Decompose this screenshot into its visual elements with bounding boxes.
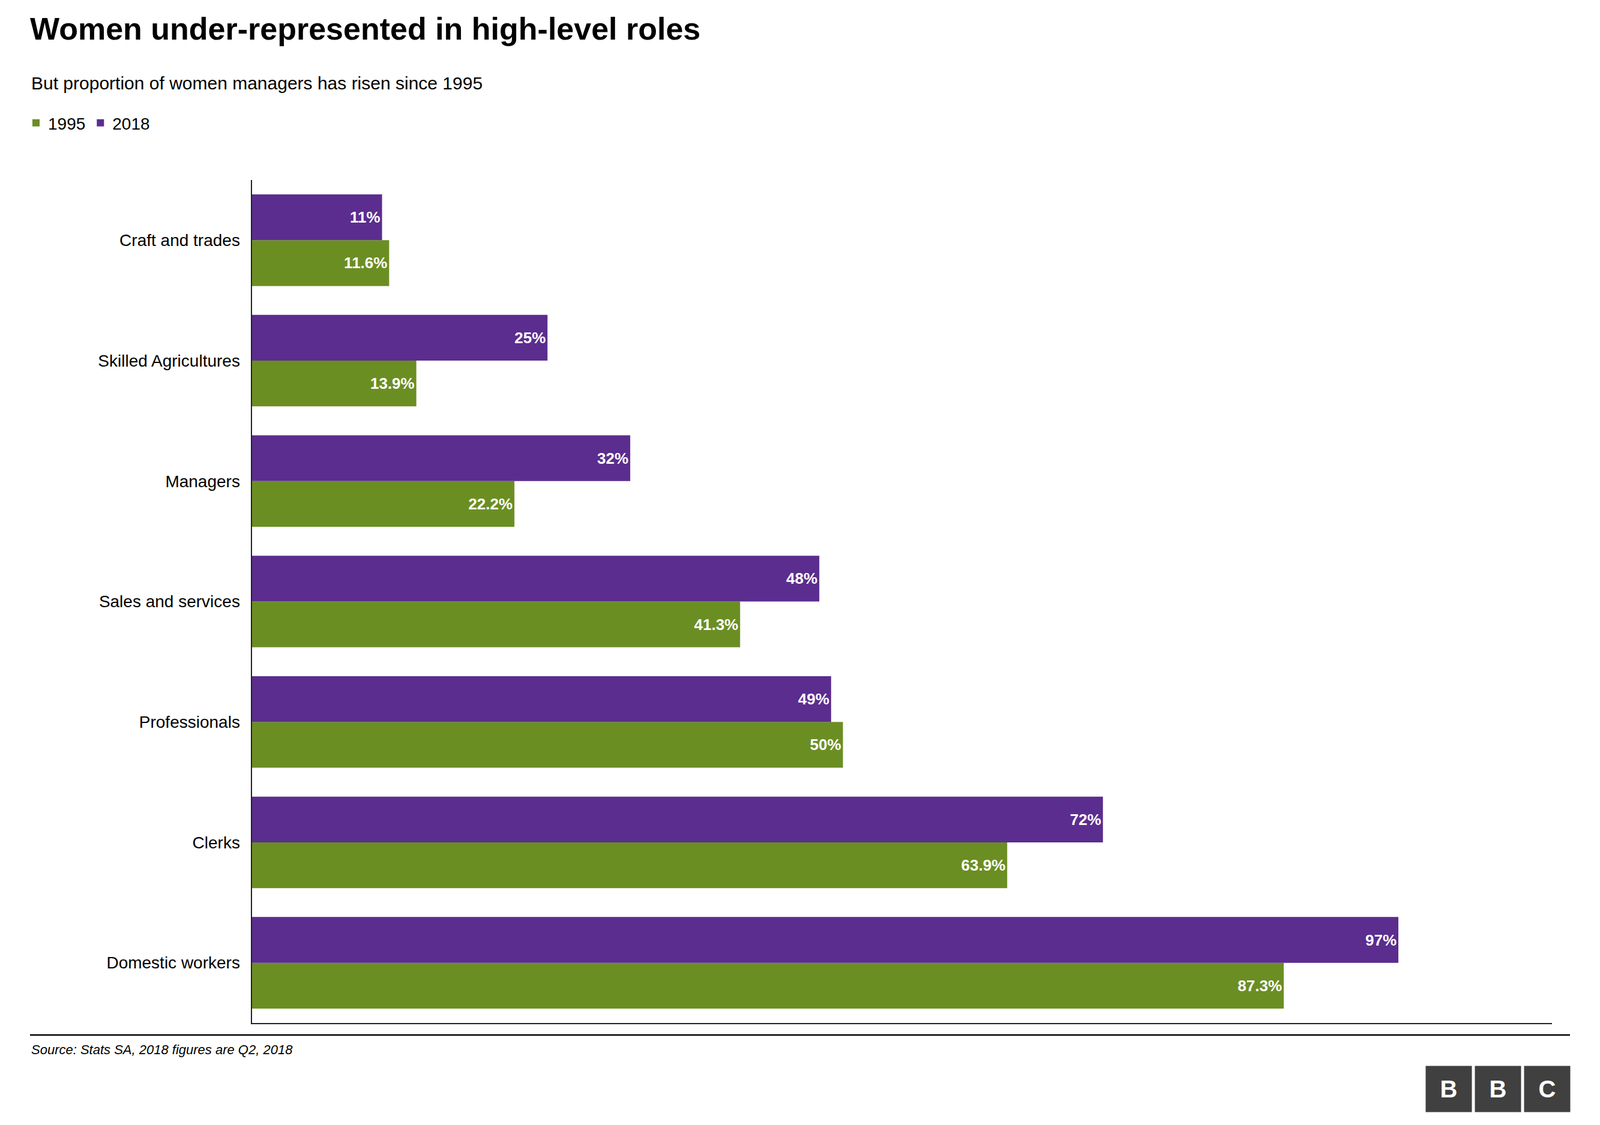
svg-text:11.6%: 11.6% — [343, 253, 388, 272]
svg-text:Sales and services: Sales and services — [99, 592, 241, 611]
svg-text:Craft and trades: Craft and trades — [119, 231, 241, 250]
svg-text:B: B — [1489, 1076, 1507, 1103]
svg-text:72%: 72% — [1070, 810, 1102, 829]
svg-text:B: B — [1440, 1076, 1458, 1103]
svg-text:87.3%: 87.3% — [1237, 977, 1282, 996]
svg-text:Skilled Agricultures: Skilled Agricultures — [97, 351, 241, 371]
svg-text:2018: 2018 — [112, 114, 150, 134]
svg-text:Source: Stats SA, 2018 figures: Source: Stats SA, 2018 figures are Q2, 2… — [31, 1042, 293, 1058]
svg-text:1995: 1995 — [48, 114, 86, 134]
svg-text:48%: 48% — [786, 569, 818, 588]
svg-text:Clerks: Clerks — [192, 833, 241, 853]
svg-text:Professionals: Professionals — [139, 712, 241, 732]
svg-text:25%: 25% — [514, 328, 546, 347]
svg-text:Domestic workers: Domestic workers — [106, 953, 240, 973]
svg-text:97%: 97% — [1365, 931, 1397, 950]
svg-text:But proportion of women manage: But proportion of women managers has ris… — [31, 73, 483, 94]
svg-text:50%: 50% — [810, 735, 842, 754]
svg-text:Managers: Managers — [165, 472, 241, 491]
svg-text:49%: 49% — [798, 690, 830, 709]
svg-text:C: C — [1538, 1076, 1557, 1103]
svg-text:32%: 32% — [597, 449, 629, 468]
svg-text:63.9%: 63.9% — [961, 856, 1006, 875]
svg-text:22.2%: 22.2% — [468, 495, 513, 514]
svg-text:11%: 11% — [349, 208, 381, 227]
svg-text:Women under-represented in hig: Women under-represented in high-level ro… — [30, 11, 701, 47]
svg-text:13.9%: 13.9% — [370, 374, 415, 393]
svg-text:41.3%: 41.3% — [693, 615, 739, 634]
